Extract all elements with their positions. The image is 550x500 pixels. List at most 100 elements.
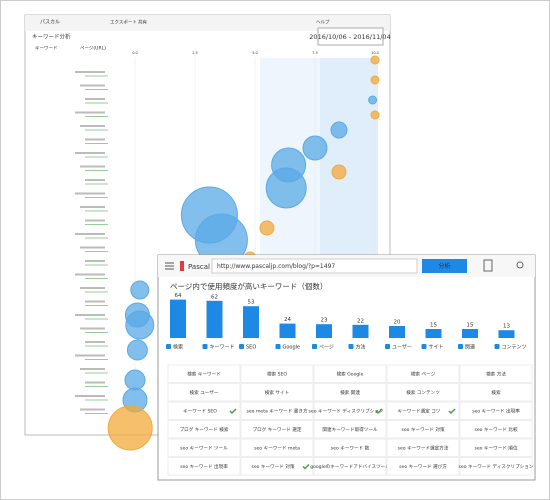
category-label[interactable]: ユーザー <box>392 345 412 351</box>
cell-text: seo キーワード ディスクリプション <box>459 463 534 470</box>
bubble <box>130 280 150 300</box>
cell-text: seo キーワード 対策 <box>251 463 295 470</box>
cell-text: 検索 コンテンツ <box>406 389 440 396</box>
category-label[interactable]: SEO <box>246 345 256 351</box>
header-bar <box>25 15 390 31</box>
cell-text: 関連キーワード取得ツール <box>322 426 378 433</box>
bar <box>389 326 405 338</box>
brand: Pascal <box>188 263 210 271</box>
cell-text: 検索 キーワード <box>187 371 221 378</box>
category-label[interactable]: サイト <box>429 345 444 351</box>
x-tick-label: 2.5 <box>192 51 198 55</box>
x-tick-label: 0.0 <box>132 51 138 55</box>
table-cell <box>167 457 241 476</box>
checkbox <box>458 344 463 349</box>
bar <box>462 329 478 338</box>
bar <box>352 324 369 338</box>
chart-title: ページ内で使用頻度が高いキーワード（個数） <box>170 281 327 291</box>
value-label: 20 <box>394 320 401 326</box>
nav-item: 共有 <box>138 19 147 26</box>
cell-text: seo キーワード 選び方 <box>399 463 447 470</box>
table-cell <box>240 364 314 383</box>
url-box[interactable] <box>211 258 418 274</box>
table-cell <box>167 383 241 402</box>
nav-item: エクスポート <box>110 19 137 26</box>
column-header: ページ(URL) <box>80 46 106 52</box>
table-cell <box>459 457 533 476</box>
x-tick-label: 7.5 <box>312 51 318 55</box>
check-icon <box>302 463 310 470</box>
analyze-button[interactable] <box>422 259 467 273</box>
table-cell <box>313 420 387 439</box>
table-cell <box>386 420 460 439</box>
url: http://www.pascaljp.com/blog/?p=1497 <box>217 263 335 270</box>
category-label[interactable]: 関連 <box>465 344 475 351</box>
bar <box>425 329 442 338</box>
category-label[interactable]: コンテンツ <box>502 345 527 351</box>
bubble <box>370 75 380 85</box>
table-cell <box>313 401 387 420</box>
cell-text: 検索 SEO <box>267 371 287 378</box>
table-cell <box>167 364 241 383</box>
table-cell <box>459 420 533 439</box>
check-icon <box>229 408 237 415</box>
table-cell <box>240 457 314 476</box>
front-content: Pascal http://www.pascaljp.com/blog/?p=14… <box>166 262 534 476</box>
value-label: 15 <box>467 323 474 329</box>
cell-text: googleのキーワードアドバイスツール <box>310 464 390 470</box>
brand: パスカル <box>40 20 60 26</box>
logo <box>180 261 184 271</box>
cell-text: ブログ キーワード 選定 <box>253 426 302 433</box>
bubble <box>125 310 155 340</box>
bubble <box>126 339 148 361</box>
cell-text: ブログ キーワード 検索 <box>180 426 229 433</box>
value-label: 53 <box>248 300 255 306</box>
bar <box>170 299 186 338</box>
menu-icon[interactable] <box>165 262 174 270</box>
date-box <box>317 27 384 46</box>
date-range: 2016/10/06 - 2016/11/04 <box>309 33 390 41</box>
value-label: 22 <box>357 318 364 324</box>
bubble <box>124 369 146 391</box>
value-label: 23 <box>321 318 328 324</box>
cell-text: 検索 ページ <box>411 371 436 378</box>
bubble <box>370 55 380 65</box>
value-label: 13 <box>503 324 510 330</box>
category-label[interactable]: 方法 <box>356 344 366 351</box>
button-label: 分析 <box>438 262 450 270</box>
bar <box>279 323 296 338</box>
checkbox <box>385 344 390 349</box>
cell-text: seo meta キーワード 書き方 <box>246 408 307 415</box>
bar <box>206 300 223 338</box>
heading: キーワード分析 <box>32 33 71 41</box>
category-label[interactable]: 検索 <box>173 344 183 351</box>
table-cell <box>386 364 460 383</box>
category-label[interactable]: キーワード <box>210 345 235 351</box>
column-header: キーワード <box>35 46 58 52</box>
cell-text: seo キーワード 出現率 <box>472 408 520 415</box>
bubble <box>368 95 378 105</box>
table-cell <box>313 383 387 402</box>
category-label[interactable]: ページ <box>319 345 334 351</box>
category-label[interactable]: Google <box>283 345 301 351</box>
bar <box>498 330 515 338</box>
checkbox <box>275 344 281 349</box>
table-cell <box>240 383 314 402</box>
table-cell <box>386 383 460 402</box>
value-label: 64 <box>175 293 182 299</box>
x-tick-label: 10.0 <box>371 51 379 55</box>
user-icon[interactable] <box>516 261 524 269</box>
bar <box>243 306 259 338</box>
cell-text: キーワード選定 コツ <box>398 408 441 415</box>
cell-text: seo キーワード ツール <box>180 446 228 452</box>
table-cell <box>459 364 533 383</box>
cell-text: seo キーワード 出現率 <box>180 463 228 470</box>
table-cell <box>167 438 241 457</box>
check-icon <box>375 408 383 415</box>
cell-text: seo キーワード選定方法 <box>398 445 449 452</box>
bookmark-icon[interactable] <box>483 259 493 272</box>
cell-text: seo キーワード ディスクリプション <box>309 408 384 415</box>
cell-text: seo キーワード 数 <box>331 445 370 452</box>
